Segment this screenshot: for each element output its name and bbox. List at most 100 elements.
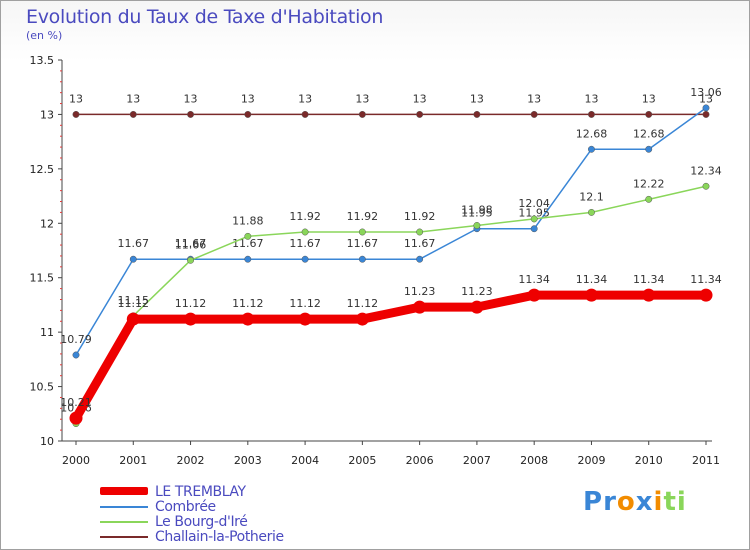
data-point: [473, 222, 481, 229]
x-tick-label: 2004: [291, 454, 319, 467]
data-label: 13: [642, 92, 656, 105]
y-tick-label: 11: [40, 326, 54, 339]
x-tick-label: 2002: [177, 454, 205, 467]
data-point: [645, 145, 653, 153]
data-point: [69, 411, 83, 425]
data-label: 13: [69, 92, 83, 105]
y-tick-label: 10: [40, 435, 54, 448]
logo-letter: i: [653, 487, 664, 517]
data-point: [358, 255, 366, 263]
data-label: 11.92: [289, 210, 321, 223]
y-tick-label: 13: [40, 108, 54, 121]
data-point: [184, 312, 198, 326]
data-label: 11.67: [404, 237, 436, 250]
data-label: 13: [298, 92, 312, 105]
data-point: [530, 215, 538, 223]
data-point: [413, 300, 427, 314]
data-point: [645, 110, 653, 118]
data-label: 11.34: [690, 273, 722, 286]
data-label: 11.92: [347, 210, 379, 223]
data-label: 13: [527, 92, 541, 105]
series-line-3: [71, 290, 711, 423]
chart-subtitle: (en %): [26, 29, 63, 42]
legend-swatch-combree: [100, 506, 148, 508]
data-label: 12.04: [518, 197, 550, 210]
data-label: 11.23: [404, 285, 436, 298]
data-point: [72, 351, 80, 359]
x-tick-label: 2007: [463, 454, 491, 467]
data-label: 11.67: [175, 237, 207, 250]
y-tick-label: 10.5: [30, 381, 55, 394]
proxiti-logo: Proxiti: [583, 487, 687, 517]
data-label: 11.23: [461, 285, 493, 298]
data-label: 12.1: [579, 190, 604, 203]
logo-letter: r: [603, 487, 617, 517]
data-label: 11.67: [118, 237, 150, 250]
data-label: 13: [126, 92, 140, 105]
data-point: [187, 256, 194, 264]
series-line-1: [75, 107, 707, 356]
x-tick-label: 2008: [520, 454, 548, 467]
data-point: [642, 288, 656, 302]
data-point: [416, 255, 424, 263]
data-label: 13: [241, 92, 255, 105]
y-tick-label: 11.5: [30, 272, 55, 285]
data-point: [129, 255, 137, 263]
data-label: 13: [413, 92, 427, 105]
data-label: 11.88: [232, 214, 264, 227]
x-tick-label: 2003: [234, 454, 262, 467]
data-point: [187, 110, 194, 118]
data-point: [301, 110, 309, 118]
x-tick-label: 2009: [577, 454, 605, 467]
data-point: [702, 182, 710, 190]
data-label: 11.34: [518, 273, 550, 286]
data-label: 11.15: [118, 294, 150, 307]
legend-swatch-challain-la-potherie: [100, 536, 148, 538]
data-label: 13: [184, 92, 198, 105]
data-label: 11.66: [175, 238, 207, 251]
data-label: 10.79: [60, 333, 92, 346]
data-label: 11.98: [461, 203, 493, 216]
data-point: [473, 110, 481, 118]
data-label: 11.67: [232, 237, 264, 250]
x-tick-label: 2011: [692, 454, 720, 467]
data-point: [530, 110, 538, 118]
data-point: [702, 110, 710, 118]
data-label: 11.12: [175, 297, 207, 310]
x-tick-label: 2006: [406, 454, 434, 467]
data-point: [72, 110, 80, 118]
y-tick-label: 12: [40, 217, 54, 230]
x-tick-label: 2000: [62, 454, 90, 467]
data-label: 11.12: [289, 297, 321, 310]
data-point: [244, 232, 252, 240]
logo-letter: x: [635, 487, 654, 517]
logo-letter: o: [616, 487, 636, 517]
data-label: 13: [470, 92, 484, 105]
logo-letter: P: [583, 487, 604, 517]
data-point: [129, 110, 137, 118]
data-point: [530, 225, 538, 233]
y-tick-label: 12.5: [30, 163, 55, 176]
data-label: 11.12: [232, 297, 264, 310]
data-point: [244, 255, 252, 263]
data-label: 12.34: [690, 164, 722, 177]
data-point: [298, 312, 312, 326]
x-tick-label: 2010: [635, 454, 663, 467]
data-point: [645, 195, 653, 203]
data-label: 11.34: [633, 273, 665, 286]
data-label: 11.95: [461, 207, 493, 220]
x-tick-label: 2005: [348, 454, 376, 467]
x-tick-label: 2001: [119, 454, 147, 467]
data-point: [699, 288, 713, 302]
data-point: [244, 110, 252, 118]
chart-title: Evolution du Taux de Taxe d'Habitation: [26, 6, 384, 28]
legend-label: Le Bourg-d'Iré: [155, 514, 248, 530]
data-label: 11.67: [289, 237, 321, 250]
legend-swatch-le-tremblay: [100, 487, 148, 495]
data-label: 13: [699, 92, 713, 105]
data-label: 12.22: [633, 177, 665, 190]
data-label: 11.95: [518, 207, 550, 220]
data-point: [588, 208, 595, 216]
series-line-2: [75, 185, 707, 425]
